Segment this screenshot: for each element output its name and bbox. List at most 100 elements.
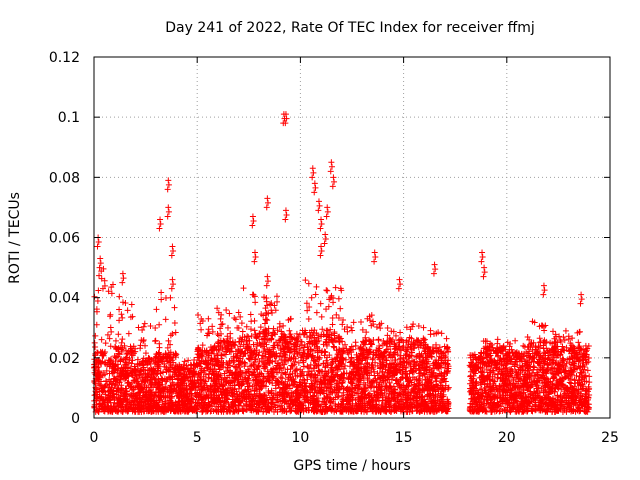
data-point — [215, 359, 222, 366]
data-point — [118, 311, 125, 318]
data-point — [309, 331, 316, 338]
data-point — [268, 387, 275, 394]
data-point — [161, 386, 168, 393]
data-point — [266, 379, 273, 386]
data-point — [494, 336, 501, 343]
data-point — [145, 367, 152, 374]
data-point — [209, 403, 216, 410]
data-point — [206, 402, 213, 409]
data-point — [273, 350, 280, 357]
data-point — [128, 301, 135, 308]
data-point — [241, 374, 248, 381]
data-point — [313, 362, 320, 369]
data-point — [105, 288, 112, 295]
data-point — [145, 398, 152, 405]
data-point — [217, 362, 224, 369]
data-point — [259, 329, 266, 336]
data-point — [271, 330, 278, 337]
data-point — [272, 399, 279, 406]
data-point — [118, 389, 125, 396]
data-point — [251, 387, 258, 394]
data-point — [99, 400, 106, 407]
data-point — [341, 326, 348, 333]
data-point — [207, 388, 214, 395]
data-point — [268, 400, 275, 407]
data-point — [119, 336, 126, 343]
data-point — [375, 337, 382, 344]
data-point — [279, 339, 286, 346]
data-point — [203, 364, 210, 371]
data-point — [114, 353, 121, 360]
data-point — [162, 378, 169, 385]
data-point — [186, 373, 193, 380]
data-point — [331, 344, 338, 351]
data-point — [210, 371, 217, 378]
data-point — [209, 328, 216, 335]
data-point — [268, 370, 275, 377]
data-point — [345, 350, 352, 357]
data-point — [356, 398, 363, 405]
data-point — [122, 396, 129, 403]
data-point — [177, 402, 184, 409]
data-point — [350, 319, 357, 326]
data-point — [92, 332, 99, 339]
data-point — [175, 398, 182, 405]
data-point — [109, 281, 116, 288]
data-point — [243, 323, 250, 330]
data-point — [308, 380, 315, 387]
data-point — [340, 389, 347, 396]
data-point — [221, 375, 228, 382]
data-point — [102, 340, 109, 347]
data-point — [199, 342, 206, 349]
data-point — [292, 373, 299, 380]
data-point — [118, 382, 125, 389]
data-point — [245, 333, 252, 340]
data-point — [186, 367, 193, 374]
data-point — [335, 334, 342, 341]
data-point — [205, 375, 212, 382]
data-point — [273, 362, 280, 369]
data-point — [273, 339, 280, 346]
data-point — [104, 331, 111, 338]
data-point — [289, 362, 296, 369]
data-point — [115, 407, 122, 414]
data-point — [194, 389, 201, 396]
data-point — [239, 397, 246, 404]
data-point — [174, 408, 181, 415]
data-point — [148, 373, 155, 380]
data-point — [242, 387, 249, 394]
data-point — [112, 337, 119, 344]
data-point — [300, 363, 307, 370]
data-point — [223, 367, 230, 374]
data-point — [282, 370, 289, 377]
data-point — [327, 294, 334, 301]
data-point — [217, 325, 224, 332]
data-point — [128, 384, 135, 391]
data-point — [282, 378, 289, 385]
data-point — [224, 324, 231, 331]
data-point — [324, 362, 331, 369]
data-point — [146, 367, 153, 374]
data-point — [320, 398, 327, 405]
data-point — [286, 327, 293, 334]
data-point — [156, 340, 163, 347]
data-point — [270, 373, 277, 380]
data-point — [123, 354, 130, 361]
data-point — [127, 391, 134, 398]
data-point — [209, 383, 216, 390]
data-point — [118, 339, 125, 346]
data-point — [323, 287, 330, 294]
data-point — [246, 347, 253, 354]
data-point — [215, 332, 222, 339]
data-point — [335, 315, 342, 322]
data-point — [226, 407, 233, 414]
data-point — [327, 389, 334, 396]
data-point — [269, 397, 276, 404]
data-point — [165, 405, 172, 412]
data-point — [319, 348, 326, 355]
data-point — [180, 366, 187, 373]
data-point — [301, 379, 308, 386]
data-point — [248, 349, 255, 356]
data-point — [275, 342, 282, 349]
data-point — [352, 385, 359, 392]
